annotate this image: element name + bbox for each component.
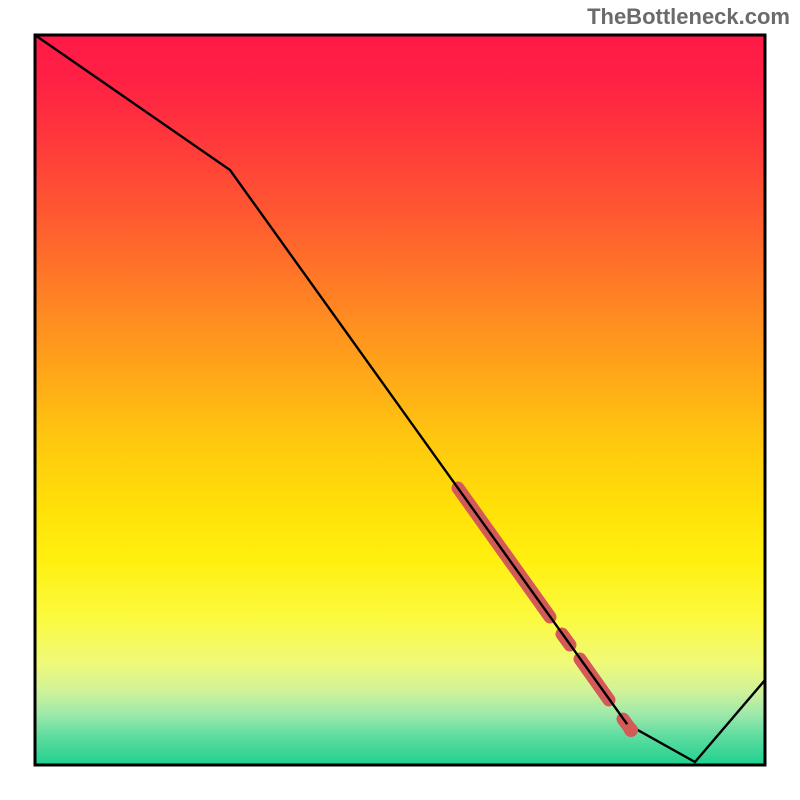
minimum-point-marker xyxy=(624,723,638,737)
bottleneck-chart: TheBottleneck.com xyxy=(0,0,800,800)
chart-svg xyxy=(0,0,800,800)
gradient-background xyxy=(35,35,765,765)
watermark-text: TheBottleneck.com xyxy=(587,4,790,30)
